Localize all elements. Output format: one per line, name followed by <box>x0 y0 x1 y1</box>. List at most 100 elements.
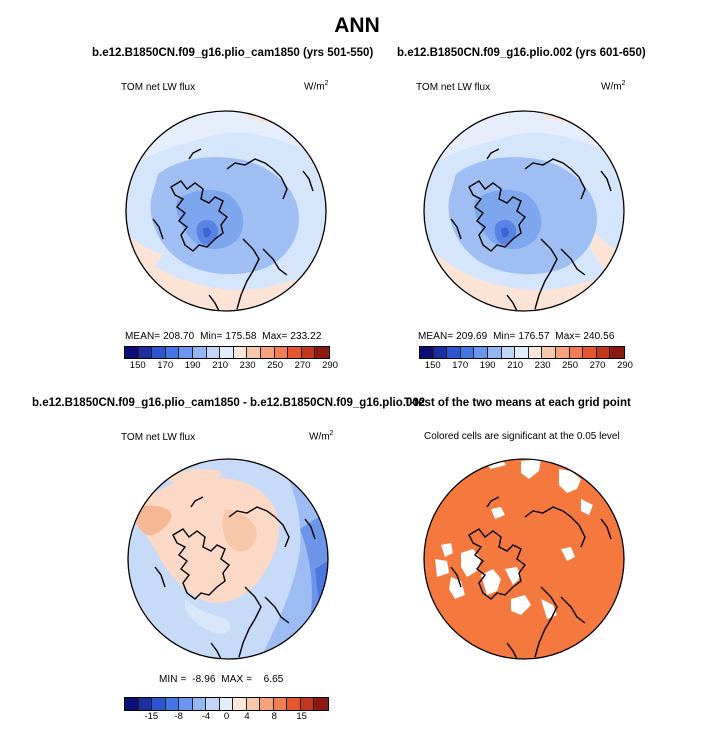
panel1-colorbar-labels: 150 170 190 210 230 250 270 290 <box>124 360 338 372</box>
colorbar-swatch <box>260 698 274 710</box>
panel4-note: Colored cells are significant at the 0.0… <box>424 431 620 442</box>
colorbar-swatch <box>219 698 234 710</box>
colorbar-swatch <box>179 698 193 710</box>
colorbar-tick-label: 230 <box>534 360 551 371</box>
colorbar-swatch <box>460 347 475 358</box>
colorbar-tick-label: 250 <box>562 360 578 371</box>
colorbar-swatch <box>260 347 275 358</box>
colorbar-swatch <box>179 347 193 358</box>
colorbar-swatch <box>246 698 261 710</box>
panel2-colorbar <box>419 346 625 359</box>
panel4-map <box>423 458 625 660</box>
panel1-min: 175.58 <box>225 331 257 342</box>
colorbar-swatch <box>315 347 329 358</box>
panel2-case-title: b.e12.B1850CN.f09_g16.plio.002 (yrs 601-… <box>397 47 646 59</box>
colorbar-swatch <box>528 347 543 358</box>
colorbar-swatch <box>220 347 234 358</box>
panel1-colorbar <box>124 346 330 359</box>
panel3-colorbar-labels: -15 -8 -4 0 4 8 15 <box>124 711 329 723</box>
colorbar-swatch <box>273 698 288 710</box>
panel1-units-label: W/m2 <box>304 80 329 93</box>
colorbar-swatch <box>300 698 315 710</box>
panel3-max: 6.65 <box>263 674 284 685</box>
panel3-min: -8.96 <box>192 674 216 685</box>
page-title: ANN <box>334 14 380 37</box>
colorbar-swatch <box>420 347 434 358</box>
colorbar-swatch <box>138 347 153 358</box>
colorbar-swatch <box>596 347 611 358</box>
colorbar-tick-label: 250 <box>267 360 283 371</box>
panel2-map <box>423 110 625 312</box>
colorbar-tick-label: 270 <box>589 360 606 371</box>
panel3-map <box>127 458 329 660</box>
panel1-max: 233.22 <box>290 331 322 342</box>
colorbar-tick-label: 150 <box>424 360 441 371</box>
colorbar-swatch <box>206 347 221 358</box>
panel1-case-title: b.e12.B1850CN.f09_g16.plio_cam1850 (yrs … <box>92 47 374 59</box>
colorbar-swatch <box>542 347 556 358</box>
colorbar-swatch <box>487 347 502 358</box>
colorbar-tick-label: 290 <box>617 360 633 371</box>
colorbar-swatch <box>501 347 516 358</box>
panel1-mean: 208.70 <box>163 331 195 342</box>
colorbar-swatch <box>555 347 570 358</box>
colorbar-swatch <box>152 347 166 358</box>
colorbar-swatch <box>233 698 247 710</box>
colorbar-tick-label: 15 <box>296 711 307 722</box>
colorbar-swatch <box>125 698 139 710</box>
panel3-variable-label: TOM net LW flux <box>121 432 196 443</box>
panel3-units-label: W/m2 <box>309 430 334 443</box>
colorbar-swatch <box>165 347 180 358</box>
colorbar-swatch <box>433 347 448 358</box>
colorbar-swatch <box>447 347 461 358</box>
colorbar-tick-label: 190 <box>184 360 201 371</box>
colorbar-tick-label: -4 <box>201 711 211 722</box>
colorbar-swatch <box>152 698 166 710</box>
panel3-colorbar <box>124 697 329 711</box>
colorbar-swatch <box>233 347 248 358</box>
colorbar-swatch <box>569 347 584 358</box>
colorbar-swatch <box>314 698 328 710</box>
colorbar-swatch <box>610 347 624 358</box>
colorbar-tick-label: 210 <box>212 360 229 371</box>
colorbar-swatch <box>301 347 316 358</box>
colorbar-tick-label: 0 <box>223 711 230 722</box>
colorbar-tick-label: 270 <box>294 360 311 371</box>
colorbar-tick-label: 8 <box>271 711 277 722</box>
panel2-min: 176.57 <box>518 331 550 342</box>
panel4-title: T-test of the two means at each grid poi… <box>404 397 631 409</box>
colorbar-tick-label: 150 <box>129 360 146 371</box>
panel2-colorbar-labels: 150 170 190 210 230 250 270 290 <box>419 360 633 372</box>
colorbar-swatch <box>192 698 207 710</box>
panel2-variable-label: TOM net LW flux <box>416 82 491 93</box>
colorbar-tick-label: 210 <box>507 360 524 371</box>
colorbar-tick-label: -15 <box>144 711 159 722</box>
colorbar-swatch <box>165 698 180 710</box>
colorbar-tick-label: 190 <box>479 360 496 371</box>
panel2-max: 240.56 <box>583 331 615 342</box>
colorbar-swatch <box>515 347 529 358</box>
panel1-stats: MEAN= 208.70 Min= 175.58 Max= 233.22 <box>125 331 322 342</box>
colorbar-swatch <box>583 347 597 358</box>
colorbar-swatch <box>274 347 289 358</box>
colorbar-swatch <box>247 347 261 358</box>
colorbar-tick-label: 170 <box>157 360 174 371</box>
colorbar-swatch <box>288 347 302 358</box>
panel2-units-label: W/m2 <box>601 80 626 93</box>
panel2-stats: MEAN= 209.69 Min= 176.57 Max= 240.56 <box>418 331 615 342</box>
panel3-case-title: b.e12.B1850CN.f09_g16.plio_cam1850 - b.e… <box>32 397 426 409</box>
panel1-variable-label: TOM net LW flux <box>121 82 196 93</box>
colorbar-swatch <box>287 698 301 710</box>
colorbar-swatch <box>138 698 153 710</box>
colorbar-tick-label: -8 <box>174 711 183 722</box>
colorbar-tick-label: 170 <box>452 360 469 371</box>
colorbar-tick-label: 290 <box>322 360 338 371</box>
panel1-map <box>125 110 327 312</box>
colorbar-tick-label: 230 <box>239 360 256 371</box>
colorbar-swatch <box>125 347 139 358</box>
colorbar-swatch <box>206 698 220 710</box>
panel3-stats: MIN = -8.96 MAX = 6.65 <box>159 674 284 685</box>
colorbar-swatch <box>192 347 207 358</box>
colorbar-swatch <box>474 347 488 358</box>
panel2-mean: 209.69 <box>456 331 488 342</box>
